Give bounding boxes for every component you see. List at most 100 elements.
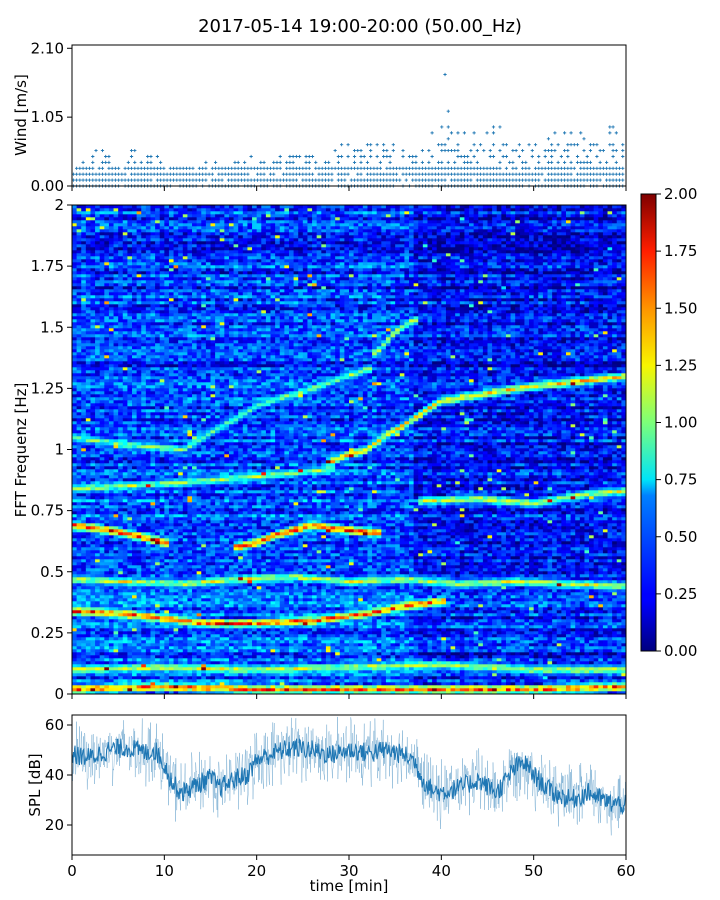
spectrogram-cell	[145, 223, 151, 227]
spectrogram-cell	[182, 319, 188, 323]
spectrogram-cell	[81, 619, 87, 623]
spectrogram-cell	[90, 322, 96, 326]
spectrogram-cell	[155, 355, 161, 359]
spectrogram-cell	[81, 406, 87, 410]
spectrogram-cell	[72, 412, 78, 416]
spectrogram-cell	[118, 277, 124, 281]
spectrogram-cell	[150, 484, 156, 488]
spectrogram-cell	[155, 406, 161, 410]
spectrogram-cell	[122, 454, 128, 458]
spectrogram-cell	[104, 466, 110, 470]
spectrogram-cell	[132, 430, 138, 434]
spectrogram-cell	[136, 271, 142, 275]
spectrogram-cell	[118, 265, 124, 269]
spectrogram-cell	[168, 271, 174, 275]
spectrogram-cell	[168, 235, 174, 239]
spectrogram-cell	[145, 349, 151, 353]
wind-point	[391, 172, 395, 176]
spectrogram-cell	[150, 454, 156, 458]
spectrogram-cell	[90, 490, 96, 494]
spectrogram-cell	[85, 589, 91, 593]
spectrogram-cell	[164, 532, 170, 536]
wind-point	[165, 172, 169, 176]
spectrogram-cell	[108, 247, 114, 251]
wind-point	[417, 178, 421, 182]
spectrogram-cell	[90, 526, 96, 530]
spectrogram-cell	[127, 568, 133, 572]
spectrogram-cell	[99, 553, 105, 557]
wind-point	[533, 172, 538, 176]
spectrogram-cell	[150, 427, 156, 431]
spectrogram-cell	[104, 238, 110, 242]
spectrogram-cell	[122, 265, 128, 269]
spectrogram-cell	[173, 232, 179, 236]
spectrogram-cell	[81, 229, 87, 233]
wind-point	[579, 131, 583, 135]
spectrogram-cell	[104, 595, 110, 599]
wind-point	[181, 178, 185, 182]
spectrogram-cell	[132, 400, 138, 404]
spectrogram-cell	[164, 493, 170, 497]
spectrogram-cell	[182, 505, 188, 509]
spectrogram-cell	[164, 340, 170, 344]
spectrogram-cell	[76, 676, 82, 680]
spectrogram-cell	[132, 442, 138, 446]
spectrogram-cell	[85, 508, 91, 512]
spectrogram-cell	[141, 262, 147, 266]
spectrogram-cell	[145, 283, 151, 287]
spectrogram-cell	[95, 451, 101, 455]
spectrogram-cell	[150, 613, 156, 617]
spectrogram-cell	[150, 604, 156, 608]
spectrogram-cell	[76, 391, 82, 395]
spectrogram-cell	[141, 601, 147, 605]
spectrogram-cell	[155, 238, 161, 242]
spectrogram-cell	[141, 610, 147, 614]
spectrogram-cell	[145, 661, 151, 665]
spectrogram-cell	[168, 661, 174, 665]
spectrogram-cell	[150, 439, 156, 443]
spectrogram-cell	[145, 487, 151, 491]
spectrogram-cell	[159, 241, 165, 245]
spectrogram-cell	[145, 664, 151, 668]
spectrogram-cell	[145, 352, 151, 356]
spectrogram-cell	[168, 391, 174, 395]
wind-point	[527, 172, 531, 176]
spectrogram-cell	[85, 343, 91, 347]
spectrogram-cell	[173, 223, 179, 227]
spectrogram-cell	[95, 580, 101, 584]
wind-point	[550, 160, 554, 164]
spectrogram-cell	[150, 388, 156, 392]
spectrogram-cell	[113, 448, 119, 452]
spectrogram-cell	[132, 523, 138, 527]
spectrogram-cell	[122, 232, 128, 236]
spectrogram-cell	[108, 343, 114, 347]
spectrogram-cell	[76, 397, 82, 401]
spectrogram-cell	[178, 358, 184, 362]
spectrogram-cell	[72, 619, 78, 623]
spectrogram-cell	[81, 361, 87, 365]
spectrogram-cell	[159, 283, 165, 287]
spectrogram-cell	[113, 643, 119, 647]
spectrogram-cell	[159, 316, 165, 320]
spectrogram-cell	[150, 217, 156, 221]
spectrogram-cell	[178, 277, 184, 281]
spectrogram-cell	[132, 352, 138, 356]
spectrogram-cell	[141, 526, 147, 530]
spectrogram-cell	[104, 577, 110, 581]
spectrogram-cell	[159, 400, 165, 404]
spectrogram-cell	[95, 457, 101, 461]
spectrogram-cell	[95, 241, 101, 245]
spectrogram-cell	[127, 403, 133, 407]
spectrogram-cell	[136, 643, 142, 647]
wind-point	[204, 178, 208, 182]
spectrogram-cell	[95, 223, 101, 227]
spectrogram-cell	[145, 310, 151, 314]
spectrogram-cell	[155, 286, 161, 290]
spectrogram-cell	[127, 640, 133, 644]
wind-point	[443, 172, 447, 176]
spectrogram-cell	[145, 613, 151, 617]
spectrogram-cell	[113, 328, 119, 332]
spectrogram-cell	[168, 481, 174, 485]
spectrogram-cell	[122, 556, 128, 560]
wind-point	[142, 178, 147, 182]
